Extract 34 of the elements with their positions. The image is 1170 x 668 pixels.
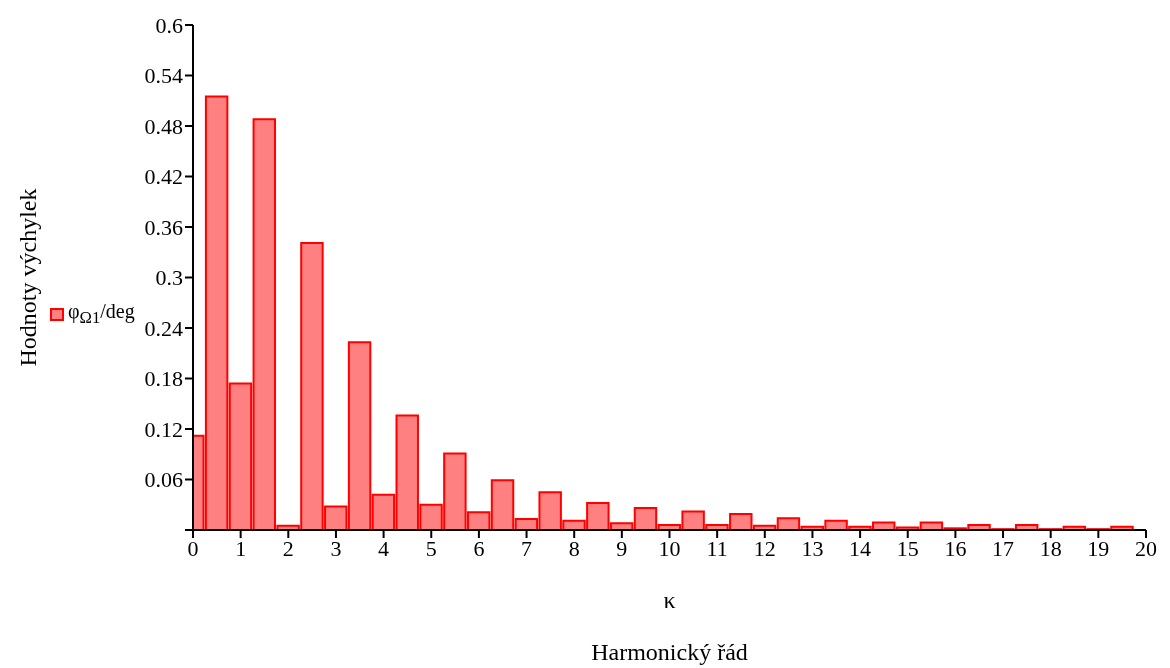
x-tick-label: 9 — [616, 535, 628, 561]
x-tick-label: 1 — [235, 535, 247, 561]
x-tick-label: 0 — [187, 535, 199, 561]
x-tick-label: 18 — [1039, 535, 1062, 561]
x-tick-label: 13 — [801, 535, 824, 561]
x-tick-label: 16 — [944, 535, 967, 561]
y-axis-title: Hodnoty výchylek — [15, 188, 41, 367]
x-tick-label: 12 — [753, 535, 776, 561]
y-tick-label: 0.06 — [144, 467, 183, 493]
x-axis-title: κ Harmonický řád — [591, 587, 748, 665]
y-tick-label: 0.6 — [155, 12, 183, 38]
x-tick-label: 14 — [849, 535, 872, 561]
x-tick-label: 7 — [521, 535, 533, 561]
x-tick-label: 5 — [425, 535, 437, 561]
x-tick-label: 6 — [473, 535, 485, 561]
x-tick-label: 15 — [896, 535, 919, 561]
y-tick-label: 0.18 — [144, 366, 183, 392]
x-tick-label: 2 — [282, 535, 294, 561]
y-tick-label: 0.36 — [144, 214, 183, 240]
x-tick-label: 4 — [378, 535, 390, 561]
y-tick-label: 0.12 — [144, 416, 183, 442]
y-tick-label: 0.3 — [155, 265, 183, 291]
x-tick-label: 17 — [992, 535, 1015, 561]
x-tick-label: 8 — [568, 535, 580, 561]
y-tick-label: 0.48 — [144, 113, 183, 139]
legend-label: φ$_{Ω1}$/deg — [68, 300, 135, 328]
x-tick-label: 11 — [706, 535, 728, 561]
y-tick-label: 0.42 — [144, 164, 183, 190]
y-tick-label: 0.24 — [144, 315, 183, 341]
y-tick-label: 0.54 — [144, 63, 183, 89]
x-tick-label: 19 — [1087, 535, 1110, 561]
x-tick-label: 10 — [658, 535, 681, 561]
x-tick-label: 20 — [1135, 535, 1157, 561]
x-tick-label: 3 — [330, 535, 342, 561]
